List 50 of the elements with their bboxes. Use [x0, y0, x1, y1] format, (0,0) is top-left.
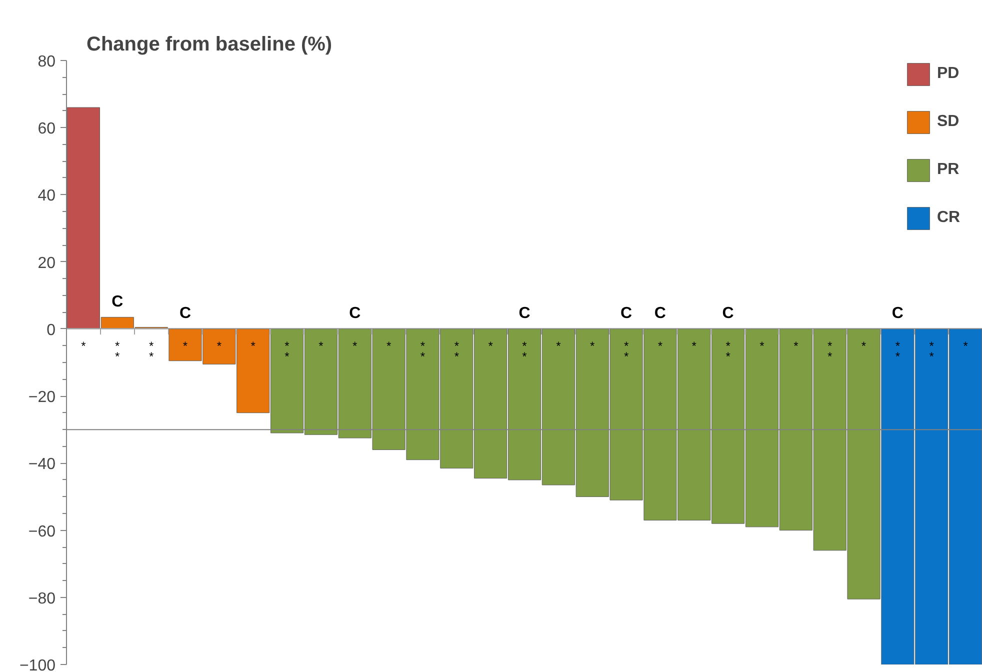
data-label: C — [892, 305, 904, 322]
x-tick-label: * * — [420, 339, 426, 364]
y-tick-label: 60 — [38, 120, 56, 138]
y-tick-label: −60 — [28, 523, 56, 540]
legend-label: PD — [937, 65, 960, 83]
x-tick-label: * * — [624, 339, 629, 364]
x-tick-label: * — [182, 339, 188, 354]
x-tick-label: * * — [929, 339, 934, 364]
y-tick-label: 80 — [38, 54, 56, 70]
x-tick-label: * — [556, 339, 562, 354]
y-tick-label: 40 — [38, 188, 56, 205]
x-tick-label: * — [386, 339, 392, 354]
x-tick-label: * — [692, 339, 697, 354]
x-tick-label: * — [861, 339, 866, 354]
x-tick-label: * — [488, 339, 494, 354]
data-label: C — [112, 293, 124, 310]
x-tick-label: * * — [148, 339, 154, 364]
data-label: C — [179, 305, 192, 322]
x-tick-label: * * — [454, 339, 460, 364]
y-tick-label: −20 — [28, 389, 56, 406]
y-tick-label: 0 — [46, 322, 56, 339]
data-label: C — [518, 305, 531, 322]
chart-title: Change from baseline (%) — [86, 34, 332, 56]
y-tick-label: −40 — [28, 456, 56, 474]
x-tick-label: * — [590, 339, 596, 354]
x-tick-label: * * — [115, 339, 120, 364]
x-tick-label: * — [318, 339, 324, 354]
x-tick-label: * — [81, 339, 86, 354]
x-tick-label: * — [658, 339, 663, 354]
data-label: C — [349, 305, 362, 322]
y-tick-label: −100 — [19, 658, 56, 672]
x-tick-label: * * — [284, 339, 290, 364]
legend-label: PR — [937, 161, 960, 179]
x-tick-label: * — [250, 339, 256, 354]
x-tick-label: * — [963, 339, 968, 354]
x-tick-label: * * — [726, 339, 731, 364]
data-label: C — [620, 305, 632, 322]
x-tick-label: * * — [828, 339, 832, 364]
x-tick-label: * * — [522, 339, 528, 364]
x-tick-label: * — [352, 339, 358, 354]
data-label: C — [654, 305, 666, 322]
y-tick-label: −80 — [28, 590, 56, 608]
x-tick-label: * — [216, 339, 222, 354]
legend-label: CR — [937, 209, 962, 227]
x-tick-label: * * — [895, 339, 900, 364]
legend-label: SD — [937, 113, 960, 131]
x-tick-label: * — [760, 339, 765, 354]
x-tick-label: * — [794, 339, 799, 354]
data-label: C — [722, 305, 734, 322]
y-tick-label: 20 — [38, 254, 56, 272]
